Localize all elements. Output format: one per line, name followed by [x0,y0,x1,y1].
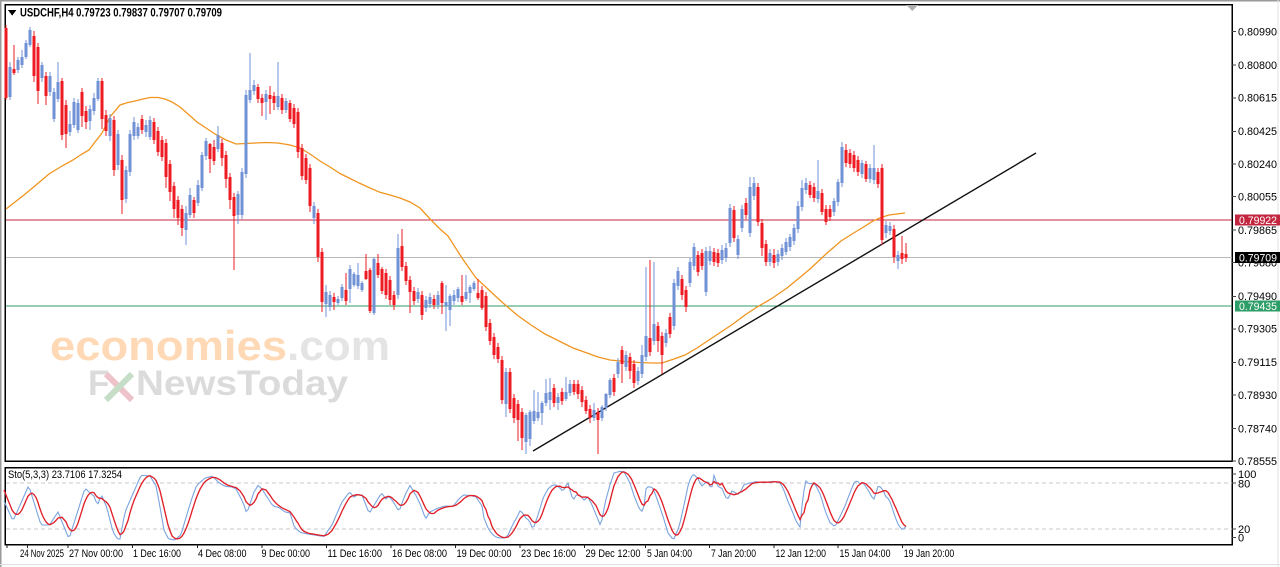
svg-text:12 Jan 12:00: 12 Jan 12:00 [776,548,827,560]
svg-text:0.79922: 0.79922 [1239,215,1277,227]
svg-text:0.80055: 0.80055 [1238,191,1277,203]
svg-text:16 Dec 08:00: 16 Dec 08:00 [392,548,447,560]
svg-text:19 Dec 00:00: 19 Dec 00:00 [457,548,512,560]
svg-text:0.78740: 0.78740 [1238,423,1277,435]
svg-text:7 Jan 20:00: 7 Jan 20:00 [711,548,756,560]
svg-text:9 Dec 00:00: 9 Dec 00:00 [262,548,311,560]
svg-text:.com: .com [287,322,390,369]
svg-text:24 Nov 2025: 24 Nov 2025 [20,548,64,560]
svg-text:0.79709: 0.79709 [1239,252,1277,264]
svg-text:0: 0 [1238,532,1244,544]
svg-text:Sto(5,3,3) 23.7106 17.3254: Sto(5,3,3) 23.7106 17.3254 [8,469,122,481]
svg-text:0.79865: 0.79865 [1238,225,1277,237]
svg-text:0.79435: 0.79435 [1239,301,1277,313]
svg-text:economies: economies [50,322,287,369]
svg-text:0.80425: 0.80425 [1238,126,1277,138]
svg-text:23 Dec 16:00: 23 Dec 16:00 [521,548,576,560]
svg-text:USDCHF,H4 0.79723 0.79837 0.7: USDCHF,H4 0.79723 0.79837 0.79707 0.7970… [20,8,222,20]
svg-text:15 Jan 04:00: 15 Jan 04:00 [840,548,891,560]
svg-text:20: 20 [1238,524,1250,536]
svg-text:27 Nov 00:00: 27 Nov 00:00 [69,548,123,560]
svg-text:0.80615: 0.80615 [1238,93,1277,105]
svg-text:0.80240: 0.80240 [1238,159,1277,171]
svg-text:0.78930: 0.78930 [1238,390,1277,402]
svg-text:0.78555: 0.78555 [1238,456,1277,468]
svg-text:4 Dec 08:00: 4 Dec 08:00 [198,548,247,560]
svg-text:0.79305: 0.79305 [1238,324,1277,336]
svg-text:80: 80 [1238,478,1250,490]
svg-text:0.80800: 0.80800 [1238,60,1277,72]
svg-text:0.79115: 0.79115 [1238,357,1277,369]
svg-text:5 Jan 04:00: 5 Jan 04:00 [647,548,692,560]
svg-text:19 Jan 20:00: 19 Jan 20:00 [904,548,955,560]
svg-text:29 Dec 12:00: 29 Dec 12:00 [586,548,641,560]
svg-text:0.80990: 0.80990 [1238,27,1277,39]
svg-text:F: F [88,364,109,403]
svg-text:0.79490: 0.79490 [1238,291,1277,303]
svg-text:1 Dec 16:00: 1 Dec 16:00 [133,548,181,560]
svg-text:11 Dec 16:00: 11 Dec 16:00 [328,548,383,560]
svg-text:NewsToday: NewsToday [136,364,349,403]
svg-text:100: 100 [1238,469,1256,481]
